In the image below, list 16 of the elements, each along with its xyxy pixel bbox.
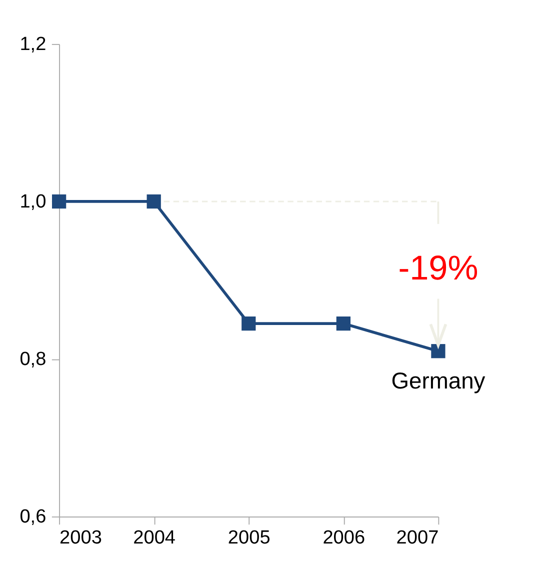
y-tick-label: 0,8 xyxy=(20,349,46,370)
y-tick-label: 1,2 xyxy=(20,34,46,56)
point xyxy=(242,316,256,331)
y-tick-label: 1,0 xyxy=(20,192,46,213)
point xyxy=(336,316,350,331)
x-tick-label: 2006 xyxy=(322,528,366,549)
x-tick-label: 2003 xyxy=(60,528,102,549)
annotation: -19% xyxy=(398,249,478,288)
point xyxy=(431,344,446,358)
series-label: Germany xyxy=(391,367,486,394)
y-tick-label: 0,6 xyxy=(20,506,46,528)
point xyxy=(52,194,66,209)
x-tick-label: 2005 xyxy=(228,528,270,549)
point xyxy=(146,194,161,209)
x-tick-label: 2004 xyxy=(133,528,176,549)
x-tick-label: 2007 xyxy=(396,528,439,549)
